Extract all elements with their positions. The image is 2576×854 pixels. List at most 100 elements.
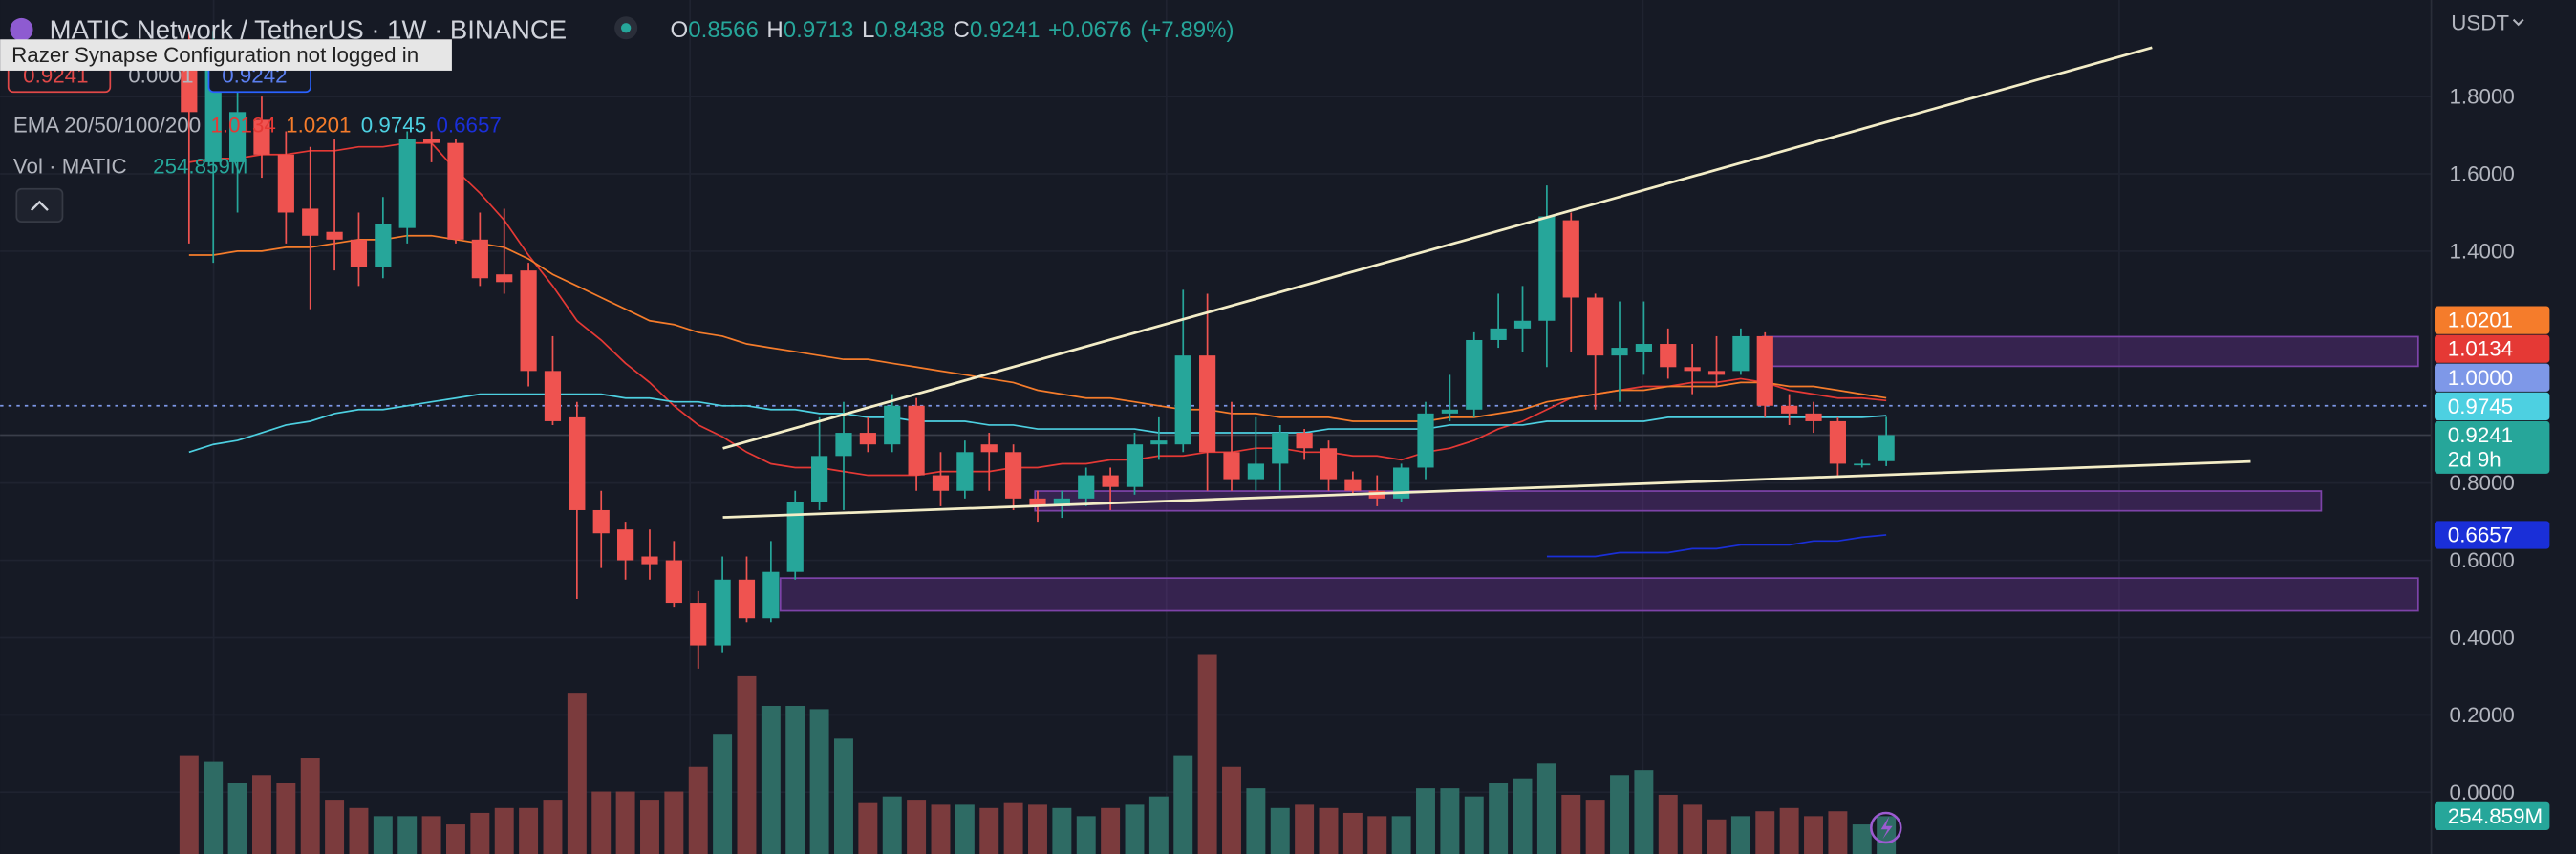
candle-body bbox=[302, 208, 319, 236]
volume-bar bbox=[1779, 807, 1799, 854]
volume-bar bbox=[1003, 802, 1023, 854]
volume-bar bbox=[300, 758, 320, 854]
grid bbox=[0, 0, 2432, 854]
candle-body bbox=[1538, 216, 1556, 321]
volume-bar bbox=[809, 709, 829, 854]
candle-body bbox=[835, 433, 852, 457]
volume-bar bbox=[1464, 796, 1484, 854]
tooltip-box bbox=[0, 39, 452, 71]
candle-body bbox=[1078, 475, 1095, 499]
volume-bar bbox=[1319, 807, 1339, 854]
candle-body bbox=[228, 112, 247, 162]
y-tick-label: 0.2000 bbox=[2449, 703, 2514, 727]
candle-body bbox=[1296, 433, 1313, 449]
candle-body bbox=[471, 239, 488, 279]
candle-body bbox=[1829, 420, 1846, 464]
candle-body bbox=[884, 405, 901, 445]
alert-icon[interactable] bbox=[1870, 811, 1902, 844]
candle-body bbox=[1854, 463, 1871, 466]
candle-body bbox=[1005, 452, 1022, 499]
volume-bar bbox=[1028, 804, 1047, 854]
volume-bar bbox=[1634, 770, 1654, 854]
collapse-chevron bbox=[30, 200, 49, 211]
y-tick-label: 0.8000 bbox=[2449, 471, 2514, 495]
candle-body bbox=[1490, 328, 1507, 340]
candle-body bbox=[1707, 371, 1726, 375]
currency-caret bbox=[2512, 18, 2524, 27]
volume-bar bbox=[1610, 775, 1629, 854]
volume-bar bbox=[421, 816, 441, 854]
collapse-button[interactable] bbox=[15, 187, 64, 223]
y-tick-label: 0.0000 bbox=[2449, 780, 2514, 804]
trend-line bbox=[722, 459, 2251, 519]
price-tag bbox=[2435, 392, 2550, 420]
price-axis-labels: 0.0000 0.2000 0.4000 0.6000 0.8000 1.4000 1.60… bbox=[2449, 85, 2514, 804]
volume-bar bbox=[1367, 816, 1387, 854]
candle-body bbox=[1199, 355, 1216, 453]
countdown: 2d 9h bbox=[2448, 448, 2501, 472]
change-pct: (+7.89%) bbox=[1140, 16, 1234, 42]
volume-bar bbox=[276, 782, 296, 854]
volume-bar bbox=[1489, 782, 1509, 854]
candle-body bbox=[1732, 335, 1750, 372]
ema-value: 1.0134 bbox=[210, 113, 275, 137]
volume-bar bbox=[445, 824, 465, 854]
candle-body bbox=[1587, 297, 1604, 356]
y-tick-label: 1.6000 bbox=[2449, 162, 2514, 186]
ema-value: 1.0201 bbox=[286, 113, 351, 137]
volume-bar bbox=[1852, 824, 1872, 854]
volume-bar bbox=[1440, 788, 1460, 854]
volume-bar bbox=[737, 675, 757, 854]
ema-value: 0.9745 bbox=[361, 113, 426, 137]
ohlc-label: L bbox=[862, 16, 874, 42]
ohlc-value: 0.8438 bbox=[874, 16, 945, 42]
volume-bar bbox=[251, 775, 271, 854]
volume-bar bbox=[785, 705, 805, 854]
volume-bar bbox=[1270, 807, 1290, 854]
alert-bolt bbox=[1880, 816, 1893, 840]
candle-body bbox=[375, 224, 392, 267]
volume-bar bbox=[1877, 816, 1897, 854]
ohlc-label: H bbox=[766, 16, 783, 42]
candle-body bbox=[1805, 413, 1822, 421]
candle-body bbox=[1562, 220, 1579, 298]
price-tag bbox=[2435, 334, 2550, 363]
candle-body bbox=[544, 371, 562, 421]
ema-line bbox=[188, 393, 1887, 454]
ohlc-legend: O0.8566 H0.9713 L0.8438 C0.9241 +0.0676 (+7.8… bbox=[671, 16, 1234, 42]
price-tag-label: 0.9745 bbox=[2448, 395, 2513, 418]
volume-bar bbox=[1076, 816, 1096, 854]
candle-body bbox=[496, 274, 513, 283]
volume-bar bbox=[397, 816, 418, 854]
volume-bar bbox=[979, 807, 999, 854]
volume-bar bbox=[834, 738, 853, 854]
candle-body bbox=[326, 231, 343, 240]
volume-name: Vol · MATIC bbox=[13, 154, 127, 178]
price-tag-label: 0.6657 bbox=[2448, 523, 2513, 546]
price-tag bbox=[2435, 801, 2550, 830]
volume-bar bbox=[567, 693, 587, 854]
candle-body bbox=[1126, 444, 1144, 487]
candle-body bbox=[956, 452, 974, 491]
volume-bar bbox=[955, 804, 975, 854]
ohlc-label: O bbox=[671, 16, 689, 42]
candle-body bbox=[1611, 348, 1628, 356]
volume-bar bbox=[615, 791, 635, 854]
price-tag-label: 1.0000 bbox=[2448, 366, 2513, 390]
volume-bar bbox=[179, 755, 199, 854]
currency[interactable]: USDT bbox=[2451, 11, 2509, 35]
volume-bar bbox=[882, 796, 902, 854]
candle-body bbox=[447, 142, 464, 240]
candle-body bbox=[1393, 467, 1410, 499]
volume-bar bbox=[907, 800, 927, 854]
ohlc-value: 0.8566 bbox=[688, 16, 759, 42]
price-tag bbox=[2435, 521, 2550, 549]
volume-value: 254.859M bbox=[153, 154, 247, 178]
candle-body bbox=[690, 603, 707, 646]
volume-bar bbox=[1513, 778, 1533, 854]
volume-bar bbox=[1416, 788, 1435, 854]
ema-line bbox=[1546, 534, 1887, 558]
volume-bar bbox=[858, 802, 878, 854]
candle-body bbox=[714, 579, 731, 646]
